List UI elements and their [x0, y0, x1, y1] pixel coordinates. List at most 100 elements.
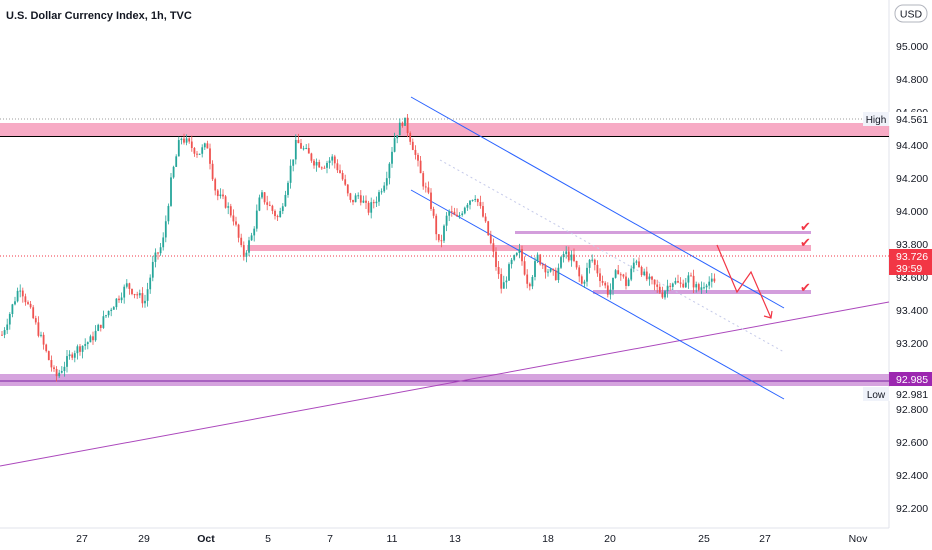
candle-body [232, 215, 235, 222]
candle-body [547, 271, 549, 273]
x-tick-label: 20 [604, 533, 616, 545]
candle-body [578, 267, 581, 277]
candle-body [612, 277, 614, 290]
candle-body [229, 206, 232, 216]
high-value-tag: 94.561 [889, 112, 932, 126]
candle-body [185, 138, 188, 143]
candle-body [157, 252, 159, 254]
candle-body [640, 266, 643, 276]
candle-body [266, 202, 269, 205]
candle-body [365, 200, 367, 203]
candle-body [523, 261, 526, 275]
check-mark-icon: ✔ [800, 235, 811, 250]
candle-body [552, 268, 555, 271]
candle-body [484, 216, 487, 222]
candle-body [125, 283, 128, 287]
candle-body [671, 283, 674, 287]
candle-body [258, 197, 261, 211]
y-tick-label: 94.200 [896, 173, 928, 185]
candle-body [344, 179, 347, 185]
candle-body [53, 367, 55, 369]
candle-body [609, 289, 612, 295]
candle-body [76, 346, 79, 354]
candle-body [73, 353, 76, 358]
candle-body [146, 289, 149, 301]
currency-button[interactable]: USD [894, 4, 928, 23]
candle-body [8, 314, 11, 325]
candle-body [531, 276, 534, 287]
candle-body [695, 284, 698, 288]
candle-body [617, 270, 620, 275]
resistance-zone[interactable] [0, 123, 889, 136]
candle-body [375, 201, 378, 204]
support-zone[interactable] [0, 374, 889, 386]
svg-text:92.985: 92.985 [896, 374, 928, 386]
candle-body [66, 356, 68, 367]
candle-body [300, 143, 302, 149]
channel-upper-line[interactable] [410, 96, 785, 309]
candle-body [528, 283, 531, 287]
candle-body [240, 237, 243, 246]
candle-body [107, 310, 110, 316]
candle-body [45, 344, 48, 352]
candle-body [29, 303, 32, 308]
candle-body [544, 265, 547, 273]
candle-body [526, 274, 529, 284]
candle-body [401, 122, 404, 126]
candle-body [263, 192, 266, 203]
candle-body [508, 264, 510, 281]
mid-resistance-zone[interactable] [247, 245, 811, 251]
candle-body [235, 221, 237, 225]
candle-body [196, 153, 198, 155]
candle-body [276, 216, 279, 218]
candle-body [474, 198, 477, 200]
candle-body [71, 354, 74, 358]
candle-body [170, 177, 172, 206]
candle-body [188, 138, 191, 142]
candle-body [297, 139, 300, 144]
upper-range-line[interactable] [515, 231, 811, 234]
channel-lower-line[interactable] [410, 189, 785, 400]
level-price-tag[interactable]: 92.985 [889, 372, 932, 386]
projection-path[interactable] [716, 244, 772, 319]
candle-body [422, 173, 425, 187]
candle-body [510, 259, 513, 265]
candle-body [164, 221, 167, 238]
candle-body [123, 286, 126, 298]
candle-body [705, 285, 708, 288]
candle-body [687, 275, 690, 283]
candle-body [110, 309, 113, 311]
candle-body [209, 148, 211, 164]
candle-body [248, 240, 250, 253]
svg-text:93.726: 93.726 [896, 251, 928, 263]
candle-body [541, 264, 544, 266]
rising-trendline[interactable] [0, 301, 890, 467]
last-price-tag[interactable]: 93.726 39:59 [889, 249, 932, 275]
candle-body [55, 368, 58, 377]
x-tick-label: 29 [138, 533, 150, 545]
candle-body [653, 279, 656, 285]
candle-body [151, 261, 154, 278]
candle-body [417, 154, 419, 161]
candle-body [391, 151, 393, 164]
candle-body [396, 135, 399, 139]
candle-body [180, 138, 183, 141]
candle-body [378, 192, 380, 202]
candle-body [118, 298, 120, 301]
svg-text:39:59: 39:59 [896, 263, 922, 275]
candle-body [539, 254, 542, 265]
candle-body [515, 252, 518, 256]
range-support-line[interactable] [593, 290, 811, 294]
candle-body [193, 148, 196, 154]
candle-body [648, 276, 651, 280]
candle-body [606, 285, 609, 295]
candle-body [177, 140, 180, 157]
candle-body [167, 205, 170, 222]
candle-body [424, 186, 427, 188]
candle-body [333, 156, 336, 164]
candle-body [591, 259, 594, 261]
candle-body [27, 302, 29, 304]
candle-body [42, 334, 45, 345]
candle-body [521, 249, 523, 262]
